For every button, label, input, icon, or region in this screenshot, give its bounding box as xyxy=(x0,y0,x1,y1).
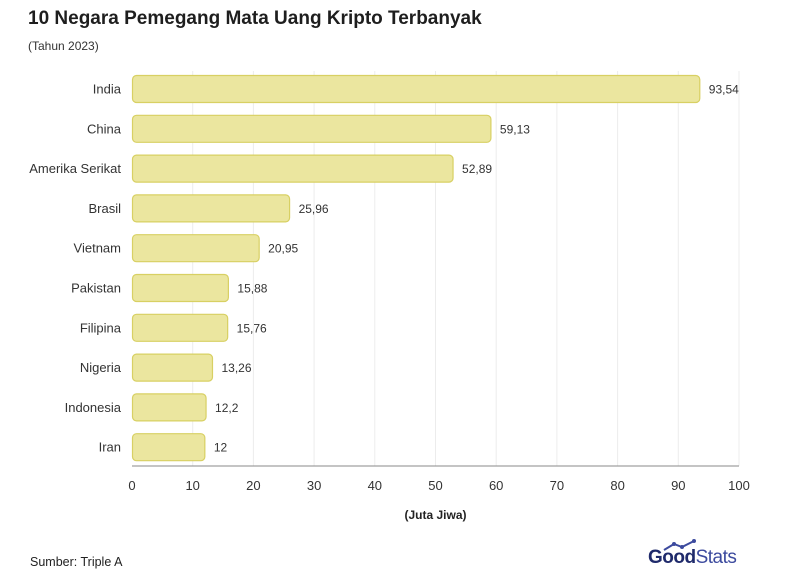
x-tick-label: 10 xyxy=(185,478,199,493)
goodstats-logo: GoodStats xyxy=(648,547,737,569)
category-label: Brasil xyxy=(88,201,121,216)
bar xyxy=(131,433,206,462)
x-tick-label: 100 xyxy=(728,478,750,493)
x-tick-label: 70 xyxy=(550,478,564,493)
bar xyxy=(131,234,260,263)
bar xyxy=(131,194,291,223)
source-note: Sumber: Triple A xyxy=(30,555,123,569)
logo-text-stats: Stats xyxy=(695,547,737,568)
x-tick-label: 50 xyxy=(428,478,442,493)
bar xyxy=(131,114,492,143)
chart-subtitle: (Tahun 2023) xyxy=(28,39,99,53)
x-tick-label: 0 xyxy=(128,478,135,493)
category-label: Filipina xyxy=(80,320,122,335)
category-label: Nigeria xyxy=(80,360,122,375)
value-label: 13,26 xyxy=(221,361,251,375)
x-axis-title: (Juta Jiwa) xyxy=(404,508,466,522)
value-label: 25,96 xyxy=(299,202,329,216)
x-tick-label: 80 xyxy=(610,478,624,493)
bar xyxy=(131,74,701,104)
category-label: Vietnam xyxy=(74,241,121,256)
value-label: 15,76 xyxy=(237,321,267,335)
category-label: Indonesia xyxy=(65,400,122,415)
bar xyxy=(131,154,454,183)
value-label: 12,2 xyxy=(215,401,239,415)
category-label: India xyxy=(93,82,122,97)
value-label: 15,88 xyxy=(237,282,267,296)
bar xyxy=(131,313,229,342)
category-label: China xyxy=(87,121,122,136)
bar xyxy=(131,353,214,382)
x-tick-label: 40 xyxy=(368,478,382,493)
category-label: Amerika Serikat xyxy=(29,161,121,176)
logo-text-good: Good xyxy=(648,547,696,568)
value-label: 59,13 xyxy=(500,122,530,136)
value-label: 52,89 xyxy=(462,162,492,176)
bar xyxy=(131,273,229,303)
value-label: 12 xyxy=(214,441,228,455)
x-tick-label: 30 xyxy=(307,478,321,493)
x-tick-label: 60 xyxy=(489,478,503,493)
value-label: 93,54 xyxy=(709,83,739,97)
x-tick-label: 90 xyxy=(671,478,685,493)
category-label: Iran xyxy=(99,440,121,455)
logo-chart-icon xyxy=(663,539,696,551)
value-label: 20,95 xyxy=(268,242,298,256)
category-label: Pakistan xyxy=(71,281,121,296)
bar xyxy=(131,393,207,422)
chart-title: 10 Negara Pemegang Mata Uang Kripto Terb… xyxy=(28,8,482,29)
x-tick-label: 20 xyxy=(246,478,260,493)
